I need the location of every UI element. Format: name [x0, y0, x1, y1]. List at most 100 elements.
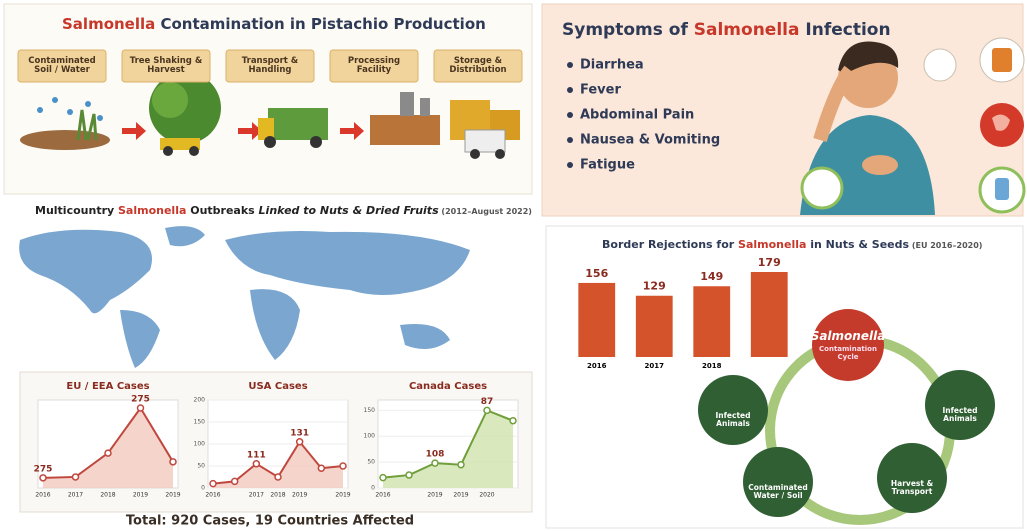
bar-value-label: 149 [700, 270, 723, 283]
bar-value-label: 156 [585, 267, 608, 280]
title-part: (2012–August 2022) [439, 207, 532, 216]
point [297, 439, 303, 445]
title-part: Salmonella [738, 238, 806, 251]
chart-title: EU / EEA Cases [66, 381, 149, 392]
y-tick-label: 150 [364, 407, 376, 414]
cycle-node-label: Harvest & Transport [880, 480, 944, 497]
chart-title: USA Cases [248, 381, 307, 392]
annotation: 131 [290, 428, 309, 438]
body: Total: 920 Cases, 19 Countries Affected … [0, 0, 1027, 531]
panel-title: Border Rejections for Salmonella in Nuts… [602, 238, 982, 251]
x-tick-label: 2019 [335, 492, 350, 499]
point [138, 405, 144, 411]
annotation: 111 [247, 450, 266, 460]
point [170, 459, 176, 465]
title-part: Linked to Nuts & Dried Fruits [259, 204, 440, 217]
x-tick-label: 2020 [479, 492, 494, 499]
point [253, 461, 259, 467]
cycle-node-label: Infected Animals [928, 407, 992, 424]
cycle-center-title: Salmonella [808, 330, 888, 343]
point [318, 465, 324, 471]
x-tick-label: 2017 [249, 492, 264, 499]
cycle-center-subtitle: Contamination Cycle [815, 346, 881, 361]
x-tick-label: 2018 [270, 492, 285, 499]
title-part: Border Rejections for [602, 238, 738, 251]
point [340, 463, 346, 469]
symptom: Diarrhea [580, 58, 644, 73]
point [40, 475, 46, 481]
y-tick-label: 50 [367, 459, 375, 466]
stage-label: Transport & Handling [226, 52, 314, 80]
x-tick-label: 2018 [702, 362, 722, 370]
x-tick-label: 2016 [205, 492, 220, 499]
title-part: Salmonella [694, 20, 800, 40]
annotation: 87 [481, 397, 494, 407]
x-tick-label: 2016 [35, 492, 50, 499]
point [210, 481, 216, 487]
title-part: (EU 2016–2020) [909, 241, 982, 250]
symptom: Abdominal Pain [580, 108, 694, 123]
y-tick-label: 0 [371, 485, 375, 492]
bullet [567, 162, 573, 168]
point [484, 407, 490, 413]
stage-label: Storage & Distribution [434, 52, 522, 80]
annotation: 275 [34, 464, 53, 474]
x-tick-label: 2019 [292, 492, 307, 499]
page: Salmonella infographic { "pistachio_pane… [0, 0, 1027, 531]
x-tick-label: 2019 [427, 492, 442, 499]
y-tick-label: 50 [197, 463, 205, 470]
title-part: Salmonella [62, 15, 155, 33]
bar [693, 286, 730, 357]
stage-label: Processing Facility [330, 52, 418, 80]
bar [751, 272, 788, 357]
panel-title: Salmonella Contamination in Pistachio Pr… [62, 15, 486, 33]
x-tick-label: 2017 [645, 362, 665, 370]
point [510, 418, 516, 424]
point [406, 472, 412, 478]
x-tick-label: 2019 [133, 492, 148, 499]
point [275, 474, 281, 480]
x-tick-label: 2016 [375, 492, 390, 499]
cases-footer: Total: 920 Cases, 19 Countries Affected [126, 514, 414, 529]
cycle-node-label: Contaminated Water / Soil [746, 484, 810, 501]
y-tick-label: 200 [194, 397, 206, 404]
bullet [567, 87, 573, 93]
bar-value-label: 179 [758, 256, 781, 269]
bar [578, 283, 615, 357]
symptom: Fever [580, 83, 621, 98]
point [458, 462, 464, 468]
title-part: Contamination in Pistachio Production [155, 15, 486, 33]
bullet [567, 112, 573, 118]
point [432, 460, 438, 466]
title-part: Infection [799, 20, 890, 40]
bar [636, 296, 673, 357]
x-tick-label: 2018 [100, 492, 115, 499]
symptom: Fatigue [580, 158, 635, 173]
point [232, 478, 238, 484]
x-tick-label: 2016 [587, 362, 607, 370]
annotation: 108 [426, 450, 445, 460]
symptom: Nausea & Vomiting [580, 133, 720, 148]
world-map [19, 226, 470, 368]
title-part: Salmonella [118, 204, 186, 217]
chart-title: Canada Cases [409, 381, 487, 392]
title-part: Symptoms of [562, 20, 694, 40]
title-part: in Nuts & Seeds [806, 238, 909, 251]
x-tick-label: 2017 [68, 492, 83, 499]
y-tick-label: 0 [201, 485, 205, 492]
bar-value-label: 129 [643, 280, 666, 293]
y-tick-label: 100 [364, 433, 376, 440]
bullet [567, 137, 573, 143]
point [73, 474, 79, 480]
infographic: Total: 920 Cases, 19 Countries Affected … [0, 0, 1027, 531]
title-part: Multicountry [35, 204, 118, 217]
point [380, 475, 386, 481]
annotation: 275 [131, 395, 150, 405]
cycle-node-label: Infected Animals [701, 412, 765, 429]
y-tick-label: 100 [194, 441, 206, 448]
x-tick-label: 2019 [453, 492, 468, 499]
stage-label: Contaminated Soil / Water [18, 52, 106, 80]
point [105, 450, 111, 456]
pistachio-panel [4, 4, 532, 194]
panel-title: Symptoms of Salmonella Infection [562, 20, 891, 40]
